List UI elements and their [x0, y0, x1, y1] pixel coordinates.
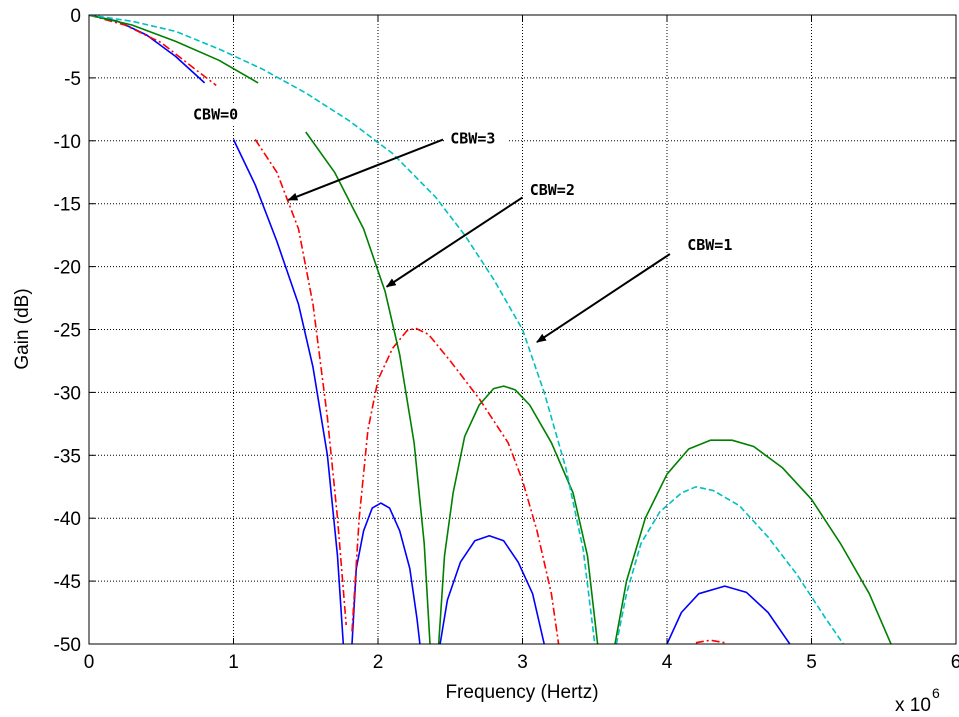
x-tick-label: 3	[517, 652, 528, 673]
y-tick-label: -40	[54, 509, 81, 530]
annotation-arrow	[536, 253, 671, 343]
y-tick-label: -45	[54, 572, 81, 593]
annotation-arrow	[287, 138, 444, 201]
series-line-4	[89, 15, 844, 644]
annotation-label: CBW=0	[193, 105, 238, 123]
annotation-backdrop	[523, 178, 588, 201]
x-tick-label: 1	[228, 652, 239, 673]
series-segment	[254, 139, 347, 626]
x-tick-label: 0	[84, 652, 95, 673]
series-segment	[89, 15, 596, 644]
annotation-arrow	[385, 196, 524, 288]
x-axis-label: Frequency (Hertz)	[445, 682, 598, 703]
y-tick-label: -5	[64, 69, 81, 90]
series-segment	[614, 439, 892, 644]
series-group	[89, 15, 892, 644]
x-tick-label: 2	[373, 652, 384, 673]
x-tick-label: 4	[662, 652, 673, 673]
annotation-label: CBW=1	[687, 236, 732, 254]
y-tick-label: -30	[54, 383, 81, 404]
annotation-backdrop	[187, 103, 252, 126]
series-segment	[666, 585, 791, 644]
series-line-2	[89, 15, 725, 644]
y-tick-label: -10	[54, 132, 81, 153]
annotations: CBW=0 CBW=3 CBW=2 CBW=1	[187, 103, 746, 343]
series-segment	[351, 327, 560, 644]
series-segment	[439, 534, 545, 644]
y-tick-label: -35	[54, 446, 81, 467]
y-tick-label: 0	[70, 6, 81, 27]
y-tick-label: -25	[54, 321, 81, 342]
x-tick-label: 6	[951, 652, 959, 673]
x-multiplier-exponent: 6	[932, 685, 940, 701]
series-segment	[437, 385, 599, 644]
x-multiplier-label: x 10	[895, 695, 931, 716]
annotation-backdrop	[444, 127, 509, 150]
annotation-backdrop	[681, 234, 746, 257]
series-segment	[232, 139, 345, 644]
annotation-label: CBW=2	[530, 181, 575, 199]
series-line-3	[89, 15, 892, 644]
series-segment	[305, 131, 431, 644]
series-segment	[695, 639, 725, 644]
series-segment	[615, 485, 844, 644]
y-tick-label: -20	[54, 258, 81, 279]
x-tick-label: 5	[806, 652, 817, 673]
series-segment	[89, 15, 259, 84]
ticks: 0 1 2 3 4 5 6 0 -5 -10 -15 -20 -25 -30 -35 -40 -45 -50	[54, 6, 959, 673]
annotation-label: CBW=3	[450, 129, 495, 147]
y-tick-label: -50	[54, 635, 81, 656]
y-tick-label: -15	[54, 195, 81, 216]
y-axis-label: Gain (dB)	[12, 288, 33, 369]
series-segment	[351, 502, 421, 644]
